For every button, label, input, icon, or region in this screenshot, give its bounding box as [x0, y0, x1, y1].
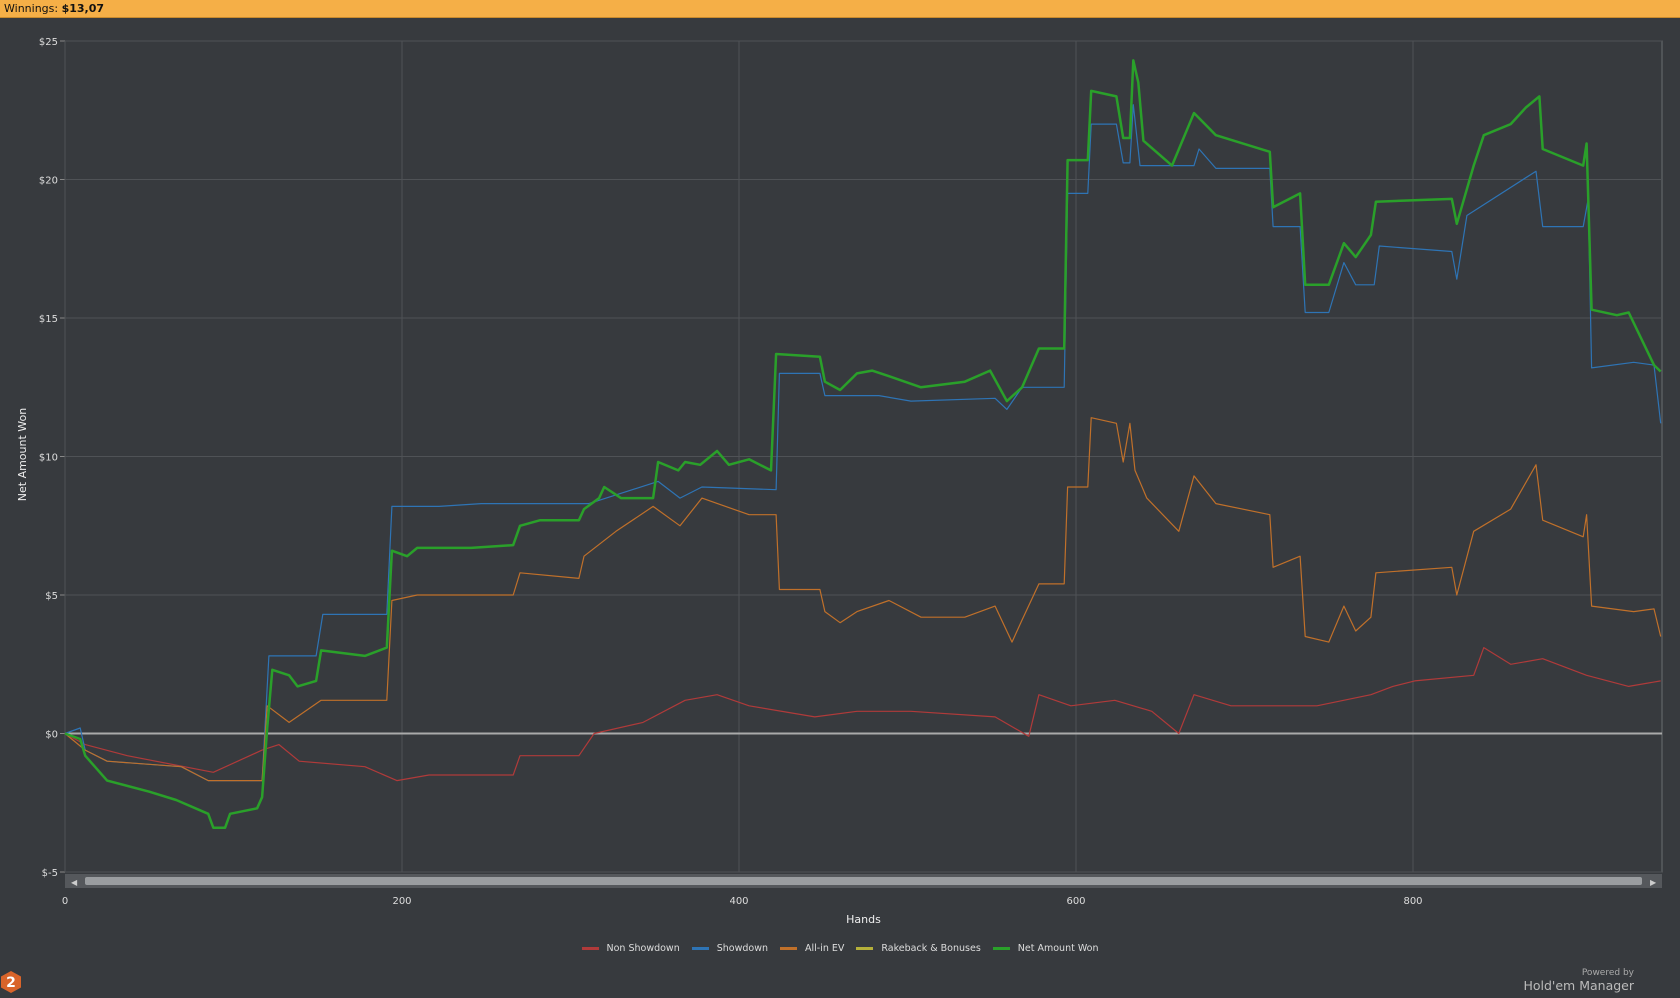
scroll-right-icon: ▶ [1650, 878, 1657, 887]
legend-label: All-in EV [805, 943, 845, 954]
y-tick-label: $15 [39, 314, 58, 325]
legend-swatch [691, 947, 709, 950]
x-tick-label: 0 [62, 896, 68, 907]
x-tick-label: 800 [1403, 896, 1422, 907]
scroll-left-icon: ◀ [71, 878, 78, 887]
series-line-non-showdown [64, 646, 1661, 782]
winnings-bar: Winnings: $13,07 [0, 0, 1680, 18]
x-tick-label: 600 [1066, 896, 1085, 907]
series-line-net [64, 59, 1662, 829]
legend-label: Net Amount Won [1017, 943, 1099, 954]
legend-item-allin-ev[interactable]: All-in EV [780, 943, 844, 954]
x-tick-label: 400 [729, 896, 748, 907]
y-tick-label: $10 [39, 453, 58, 464]
legend-swatch [856, 947, 874, 950]
winnings-value: $13,07 [61, 2, 105, 15]
legend-label: Showdown [716, 943, 769, 954]
y-tick-label: $5 [45, 591, 58, 602]
y-tick-label: $-5 [42, 868, 58, 879]
legend-swatch [992, 947, 1010, 950]
chart-legend: Non Showdown Showdown All-in EV Rakeback & … [0, 943, 1680, 954]
powered-by-text: Powered by [1581, 968, 1634, 978]
logo-badge-text: 2 [6, 975, 16, 991]
legend-item-rakeback[interactable]: Rakeback & Bonuses [856, 943, 981, 954]
legend-label: Rakeback & Bonuses [881, 943, 981, 954]
hm2-logo-icon: 2 [1, 971, 21, 993]
series-line-showdown [64, 104, 1662, 782]
x-axis-label: Hands [846, 913, 881, 926]
y-tick-label: $25 [39, 37, 58, 48]
horizontal-scrollbar[interactable]: ◀ ▶ [65, 874, 1662, 888]
winnings-label: Winnings: [4, 2, 59, 15]
y-tick-label: $20 [39, 176, 58, 187]
legend-swatch [581, 947, 599, 950]
y-axis-label: Net Amount Won [16, 408, 29, 501]
scrollbar-thumb[interactable] [85, 877, 1642, 885]
legend-item-net[interactable]: Net Amount Won [992, 943, 1099, 954]
x-tick-label: 200 [392, 896, 411, 907]
legend-item-showdown[interactable]: Showdown [691, 943, 769, 954]
branding: Powered by Hold'em Manager [1523, 968, 1634, 993]
y-tick-label: $0 [45, 730, 58, 741]
product-name: Hold'em Manager [1523, 978, 1634, 993]
legend-swatch [780, 947, 798, 950]
legend-label: Non Showdown [606, 943, 680, 954]
legend-item-non-showdown[interactable]: Non Showdown [581, 943, 680, 954]
series-line-allin-ev [64, 417, 1662, 782]
